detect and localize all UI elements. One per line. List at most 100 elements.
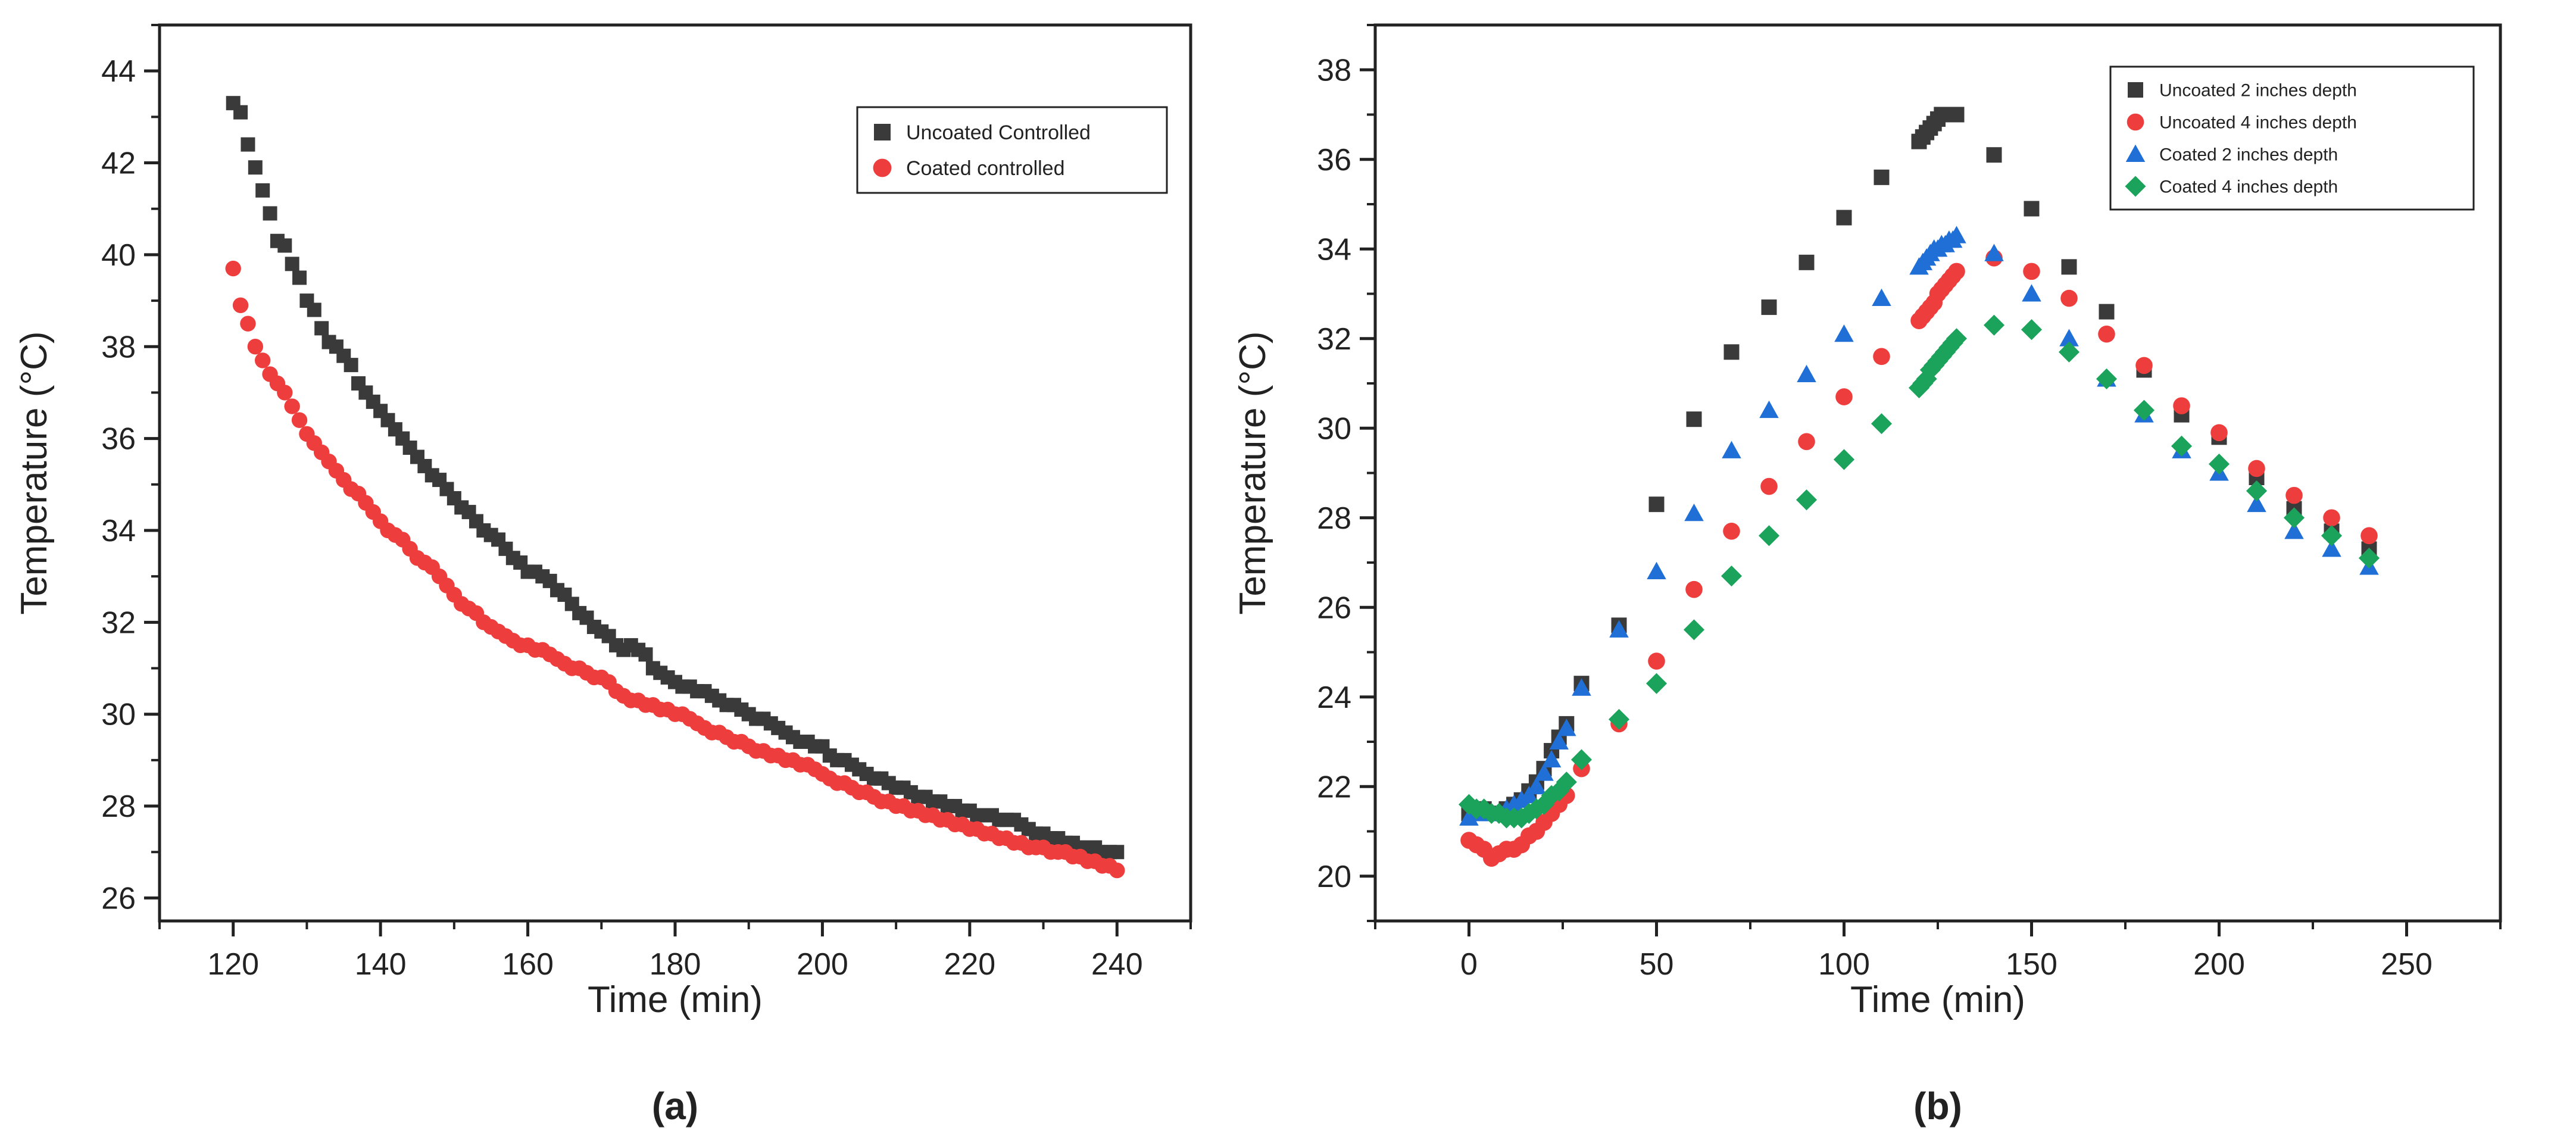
data-point-triangle: [1549, 732, 1569, 749]
data-point-triangle: [1512, 790, 1531, 808]
y-tick-label: 30: [1317, 411, 1351, 446]
data-point-diamond: [1488, 802, 1510, 824]
data-point-square: [292, 270, 307, 285]
data-point-diamond: [2171, 435, 2193, 457]
legend-entry-label: Coated controlled: [906, 157, 1065, 180]
data-point-triangle: [1834, 324, 1854, 342]
data-point-triangle: [1797, 364, 1816, 382]
data-point-diamond: [2021, 319, 2043, 341]
y-tick-label: 28: [1317, 501, 1351, 536]
data-point-diamond: [1683, 619, 1705, 641]
y-tick-label: 34: [101, 514, 136, 548]
data-point-triangle: [2322, 539, 2341, 557]
data-point-triangle: [1534, 763, 1554, 781]
data-point-circle: [2135, 357, 2153, 374]
chart-panel-b: 0 50 100 150 200 250 20 22 24 26 28 30 32 34 36 38 Time …: [1232, 23, 2502, 1128]
panel-label: (b): [1913, 1085, 1962, 1128]
x-tick-label: 140: [355, 947, 407, 982]
x-tick-label: 100: [1818, 947, 1870, 982]
data-point-triangle: [2059, 329, 2079, 346]
y-tick-label: 36: [101, 422, 136, 457]
y-axis-label: Temperature (°C): [14, 331, 55, 614]
panel-label: (a): [652, 1085, 698, 1128]
data-point-triangle: [1722, 441, 1741, 458]
legend-entry-label: Uncoated 2 inches depth: [2159, 81, 2357, 101]
data-point-diamond: [1570, 749, 1593, 770]
y-tick-label: 36: [1317, 143, 1351, 177]
data-point-diamond: [1608, 708, 1630, 730]
data-point-diamond: [1721, 566, 1743, 587]
legend-entry-label: Coated 4 inches depth: [2159, 177, 2338, 197]
data-point-square: [1836, 210, 1852, 226]
legend-box: [2109, 65, 2475, 211]
data-point-diamond: [1518, 802, 1540, 824]
data-point-triangle: [1526, 777, 1547, 795]
data-point-circle: [1648, 652, 1665, 670]
x-tick-label: 120: [207, 947, 259, 982]
legend-entry-label: Uncoated Controlled: [906, 121, 1091, 144]
data-point-square: [255, 183, 270, 198]
data-point-circle: [2248, 460, 2265, 477]
data-point-square: [241, 137, 255, 152]
data-point-triangle: [1872, 288, 1891, 307]
data-point-diamond: [2321, 525, 2343, 546]
data-point-circle: [291, 412, 308, 428]
x-tick-label: 200: [797, 947, 848, 982]
data-point-square: [2099, 304, 2115, 320]
legend-marker-triangle: [2125, 144, 2146, 162]
data-point-triangle: [1541, 749, 1562, 768]
data-point-triangle: [1647, 561, 1666, 580]
data-point-triangle: [1759, 400, 1779, 419]
legend-box: [856, 106, 1168, 194]
x-tick-label: 50: [1640, 947, 1674, 982]
data-point-diamond: [1833, 449, 1855, 470]
data-point-circle: [225, 260, 241, 277]
x-tick-label: 0: [1460, 947, 1478, 982]
data-point-circle: [255, 352, 271, 368]
data-point-diamond: [1983, 314, 2005, 336]
data-point-diamond: [1946, 328, 1968, 349]
chart-panel-a: 120 140 160 180 200 220 240 26 28 30 32 34 36 38 40 42 4…: [14, 23, 1192, 1128]
data-point-diamond: [2246, 480, 2268, 502]
y-tick-label: 44: [101, 54, 136, 89]
data-point-square: [307, 302, 321, 317]
data-point-triangle: [1947, 226, 1966, 243]
data-point-square: [1648, 496, 1665, 513]
data-point-diamond: [1796, 489, 1818, 511]
y-tick-label: 38: [1317, 53, 1351, 88]
data-point-circle: [1760, 477, 1778, 495]
x-tick-label: 180: [650, 947, 701, 982]
data-point-square: [285, 257, 299, 271]
data-point-triangle: [1984, 243, 2004, 261]
series-1: [225, 260, 1125, 879]
data-point-circle: [2285, 486, 2303, 504]
data-point-diamond: [1548, 780, 1570, 802]
data-point-diamond: [1473, 798, 1495, 820]
data-point-diamond: [1511, 807, 1532, 829]
data-point-circle: [277, 385, 293, 401]
x-tick-label: 220: [944, 947, 995, 982]
data-point-square: [248, 160, 263, 175]
legend-entry-label: Coated 2 inches depth: [2159, 145, 2338, 165]
data-point-square: [2061, 259, 2077, 275]
data-point-square: [344, 358, 358, 373]
x-tick-label: 150: [2006, 947, 2057, 982]
y-tick-label: 42: [101, 146, 136, 181]
data-point-triangle: [1504, 795, 1524, 813]
legend-marker-circle: [873, 158, 892, 177]
y-tick-label: 24: [1317, 680, 1351, 715]
data-point-diamond: [2358, 547, 2380, 569]
data-point-square: [314, 321, 329, 336]
legend-marker-diamond: [2125, 176, 2146, 197]
data-point-circle: [1948, 263, 1965, 280]
legend-marker-square: [874, 124, 891, 140]
data-point-square: [1874, 169, 1890, 185]
data-point-diamond: [2133, 399, 2155, 421]
data-point-square: [1686, 411, 1702, 427]
data-point-circle: [1723, 523, 1740, 540]
data-point-circle: [1109, 862, 1125, 879]
legend-marker-square: [2128, 82, 2143, 98]
data-point-circle: [2023, 263, 2040, 280]
data-point-square: [1949, 107, 1965, 123]
